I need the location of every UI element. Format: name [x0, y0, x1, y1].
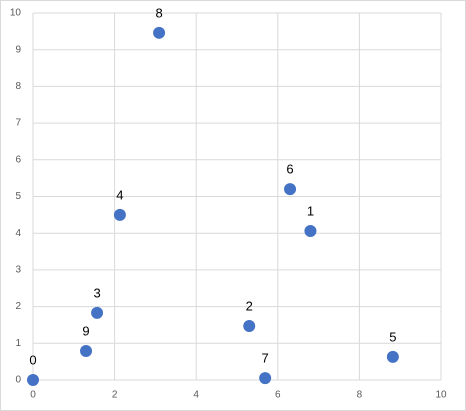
point-label: 9 [82, 323, 89, 338]
point [284, 183, 297, 196]
point [27, 374, 39, 386]
point [153, 26, 166, 39]
point-label: 0 [29, 352, 36, 367]
y-tick-label: 5 [15, 191, 21, 202]
x-tick-label: 4 [193, 390, 199, 401]
point-label: 5 [389, 329, 396, 344]
point-label: 7 [262, 351, 269, 366]
point [259, 372, 272, 385]
point [304, 224, 317, 237]
y-tick-label: 6 [15, 154, 21, 165]
y-tick-label: 0 [15, 375, 21, 386]
x-tick-label: 2 [112, 390, 118, 401]
point-label: 1 [307, 203, 314, 218]
y-tick-label: 8 [15, 81, 21, 92]
y-tick-label: 7 [15, 118, 21, 129]
y-tick-label: 10 [10, 8, 22, 19]
point-label: 2 [246, 298, 253, 313]
point [386, 350, 399, 363]
x-tick-label: 6 [275, 390, 281, 401]
x-tick-label: 0 [30, 390, 36, 401]
point-label: 3 [93, 285, 100, 300]
y-tick-label: 9 [15, 44, 21, 55]
point-label: 6 [286, 162, 293, 177]
point-label: 4 [116, 187, 123, 202]
y-tick-label: 2 [15, 301, 21, 312]
x-tick-label: 8 [357, 390, 363, 401]
y-tick-label: 3 [15, 265, 21, 276]
point [80, 345, 93, 358]
point [243, 320, 256, 333]
point [113, 208, 126, 221]
point [91, 306, 104, 319]
y-tick-label: 1 [15, 338, 21, 349]
point-label: 8 [155, 5, 162, 20]
y-tick-label: 4 [15, 228, 21, 239]
x-tick-label: 10 [435, 390, 447, 401]
